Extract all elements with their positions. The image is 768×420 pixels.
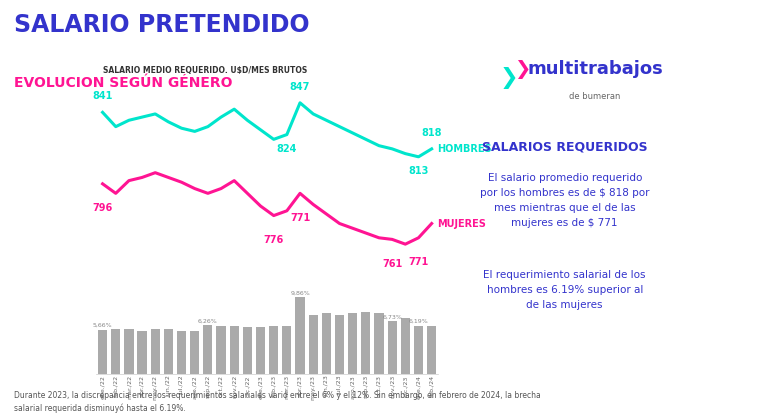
- Bar: [283, 326, 292, 374]
- Bar: [296, 297, 305, 374]
- Bar: [124, 329, 134, 374]
- Text: 771: 771: [290, 213, 310, 223]
- Text: 813: 813: [409, 166, 429, 176]
- Text: 818: 818: [422, 128, 442, 138]
- Bar: [388, 321, 397, 374]
- Text: 761: 761: [382, 259, 402, 269]
- Text: 9,86%: 9,86%: [290, 291, 310, 296]
- Bar: [217, 326, 226, 374]
- Text: ❯: ❯: [514, 60, 530, 79]
- Text: multitrabajos: multitrabajos: [527, 60, 663, 78]
- Text: SALARIO MEDIO REQUERIDO. U$D/MES BRUTOS: SALARIO MEDIO REQUERIDO. U$D/MES BRUTOS: [103, 66, 307, 75]
- Bar: [98, 330, 108, 374]
- Text: El requerimiento salarial de los
hombres es 6.19% superior al
de las mujeres: El requerimiento salarial de los hombres…: [484, 270, 646, 310]
- Bar: [374, 313, 383, 374]
- Text: SALARIOS REQUERIDOS: SALARIOS REQUERIDOS: [482, 141, 647, 154]
- Text: 6,19%: 6,19%: [409, 319, 429, 324]
- Bar: [204, 325, 213, 374]
- Text: Durante 2023, la discrepancia entre los requerimientos salariales varió entre el: Durante 2023, la discrepancia entre los …: [14, 391, 541, 413]
- Bar: [243, 327, 252, 374]
- Text: ❯: ❯: [500, 66, 518, 89]
- Bar: [361, 312, 370, 374]
- Text: 824: 824: [276, 144, 297, 154]
- Bar: [190, 331, 200, 374]
- Text: 771: 771: [409, 257, 429, 267]
- Bar: [269, 326, 278, 374]
- Bar: [348, 313, 357, 374]
- Text: 5,66%: 5,66%: [93, 323, 112, 328]
- Text: HOMBRES: HOMBRES: [437, 144, 492, 154]
- Bar: [137, 331, 147, 374]
- Bar: [256, 327, 265, 374]
- Bar: [177, 331, 186, 374]
- Bar: [427, 326, 436, 374]
- Bar: [414, 326, 423, 374]
- Bar: [335, 315, 344, 374]
- Text: 841: 841: [92, 91, 113, 101]
- Text: EVOLUCION SEGÚN GÉNERO: EVOLUCION SEGÚN GÉNERO: [14, 76, 233, 89]
- Text: MUJERES: MUJERES: [437, 218, 486, 228]
- Text: de bumeran: de bumeran: [569, 92, 621, 102]
- Text: 6,73%: 6,73%: [382, 315, 402, 320]
- Bar: [309, 315, 318, 374]
- Bar: [401, 318, 410, 374]
- Text: 6,26%: 6,26%: [198, 319, 218, 323]
- Bar: [322, 313, 331, 374]
- Text: SALARIO PRETENDIDO: SALARIO PRETENDIDO: [14, 13, 310, 37]
- Text: 796: 796: [92, 203, 113, 213]
- Text: 776: 776: [263, 235, 284, 245]
- Bar: [230, 326, 239, 374]
- Bar: [151, 329, 160, 374]
- Text: 847: 847: [290, 82, 310, 92]
- Bar: [111, 329, 121, 374]
- Text: El salario promedio requerido
por los hombres es de $ 818 por
mes mientras que e: El salario promedio requerido por los ho…: [480, 173, 650, 228]
- Bar: [164, 329, 173, 374]
